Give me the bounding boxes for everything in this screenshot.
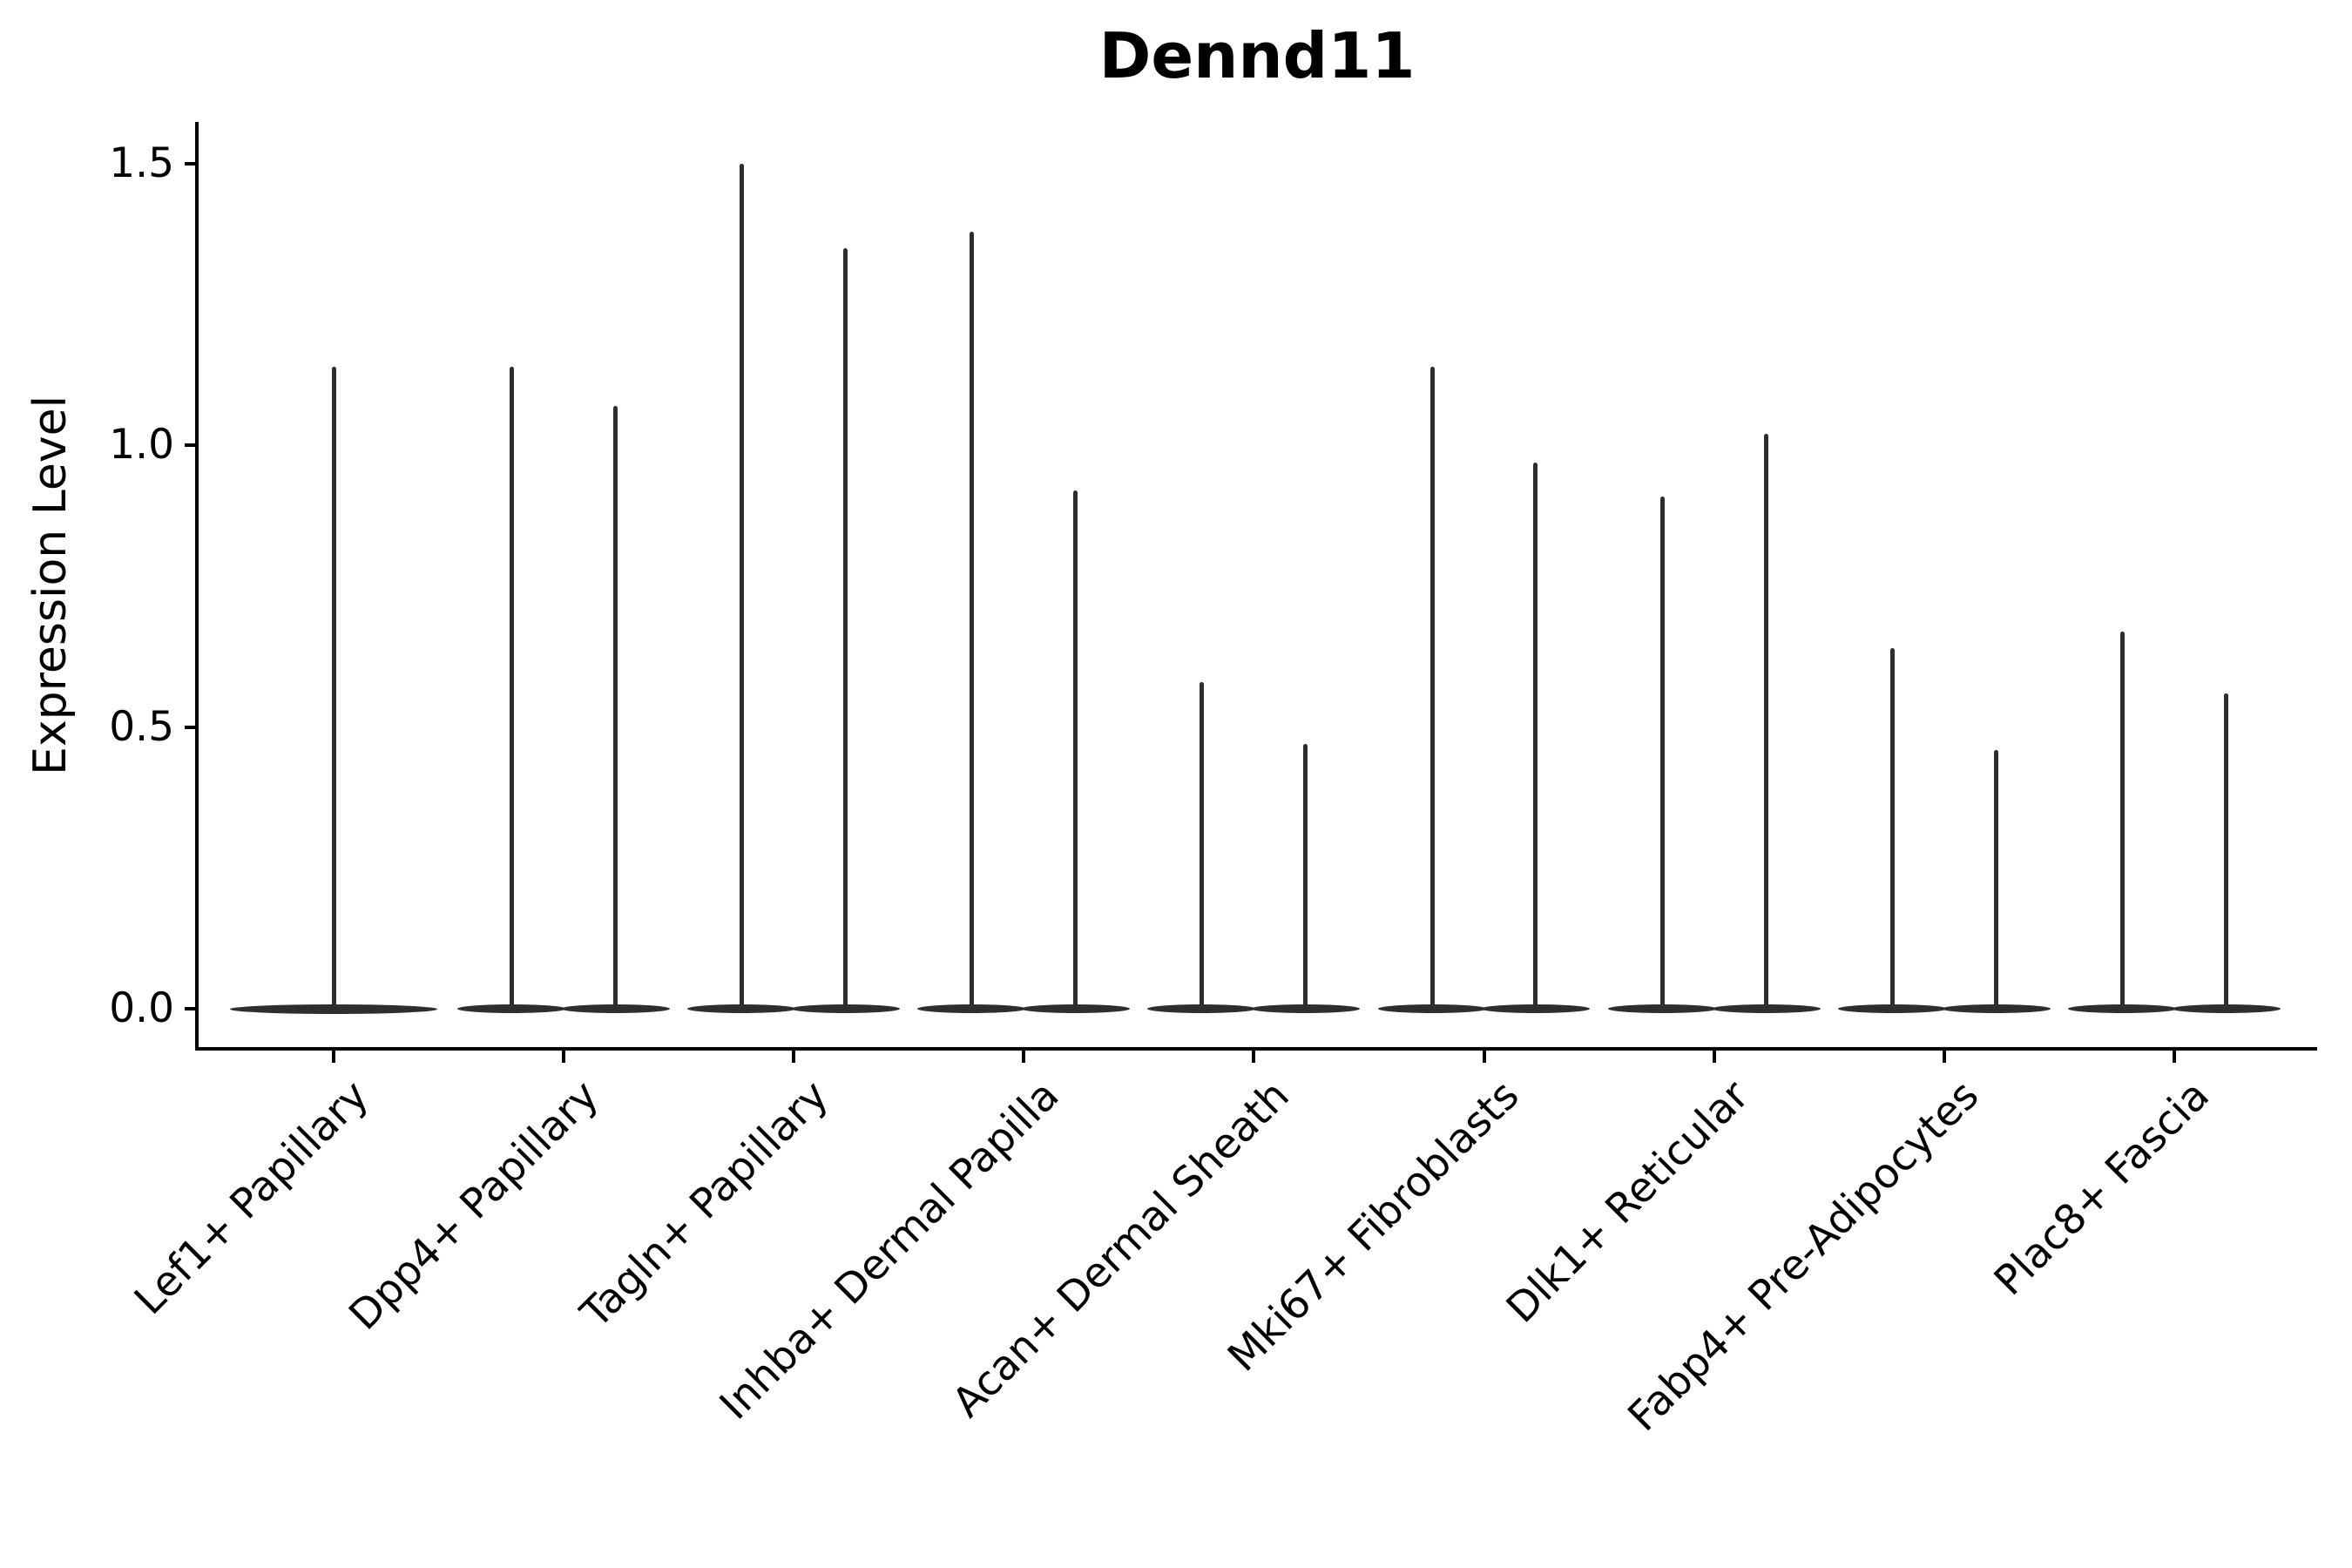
violin-tail-spike [331,366,336,1009]
x-tick-mark [792,1051,796,1063]
violin-base [1251,1004,1361,1013]
violin-tail-spike [1303,744,1308,1009]
violin-base [917,1004,1027,1013]
y-tick-label: 1.5 [109,139,174,187]
violin-base [561,1004,671,1013]
violin-base [2067,1004,2177,1013]
y-tick-mark [185,443,197,448]
violin-tail-spike [1993,749,1998,1009]
violin-tail-spike [970,231,975,1009]
x-tick-mark [1022,1051,1026,1063]
x-tick-mark [2172,1051,2176,1063]
y-tick-mark [185,161,197,166]
violin-base [1837,1004,1947,1013]
y-tick-label: 0.0 [109,984,174,1032]
violin-tail-spike [740,163,745,1009]
x-axis-spine [195,1047,2317,1051]
violin-base [2171,1004,2281,1013]
violin-tail-spike [510,366,515,1009]
x-tick-label: Lef1+ Papillary [125,1071,378,1324]
y-axis-spine [195,122,199,1051]
y-tick-label: 0.5 [109,702,174,751]
violin-base [1021,1004,1131,1013]
violin-base [1147,1004,1257,1013]
x-tick-mark [332,1051,335,1063]
y-axis-label: Expression Level [24,395,77,776]
violin-base [1481,1004,1591,1013]
violin-tail-spike [843,247,848,1009]
x-tick-mark [1252,1051,1256,1063]
violin-base [1377,1004,1487,1013]
violin-tail-spike [1200,681,1205,1009]
violin-base [1711,1004,1821,1013]
violin-tail-spike [1889,648,1895,1009]
violin-base [687,1004,797,1013]
violin-base [457,1004,567,1013]
x-tick-label: Dlk1+ Reticular [1497,1071,1759,1333]
x-tick-mark [1482,1051,1486,1063]
violin-tail-spike [2119,631,2125,1009]
violin-tail-spike [613,406,618,1009]
violin-tail-spike [1533,462,1538,1009]
x-tick-label: Tagln+ Papillary [571,1071,839,1338]
violin-tail-spike [1429,366,1435,1009]
y-tick-label: 1.0 [109,421,174,470]
x-tick-mark [1942,1051,1946,1063]
violin-tail-spike [1659,496,1665,1009]
x-tick-mark [562,1051,566,1063]
x-tick-mark [1712,1051,1716,1063]
violin-base [1607,1004,1717,1013]
y-tick-mark [185,1007,197,1010]
x-tick-label: Dpp4+ Papillary [340,1071,609,1340]
violin-tail-spike [1073,490,1078,1009]
y-tick-mark [185,725,197,729]
violin-base [791,1004,901,1013]
chart-title: Dennd11 [1098,19,1416,92]
violin-base [230,1004,437,1014]
violin-base [1941,1004,2051,1013]
x-tick-label: Plac8+ Fascia [1984,1071,2219,1305]
violin-tail-spike [1763,434,1768,1009]
violin-tail-spike [2223,693,2228,1009]
